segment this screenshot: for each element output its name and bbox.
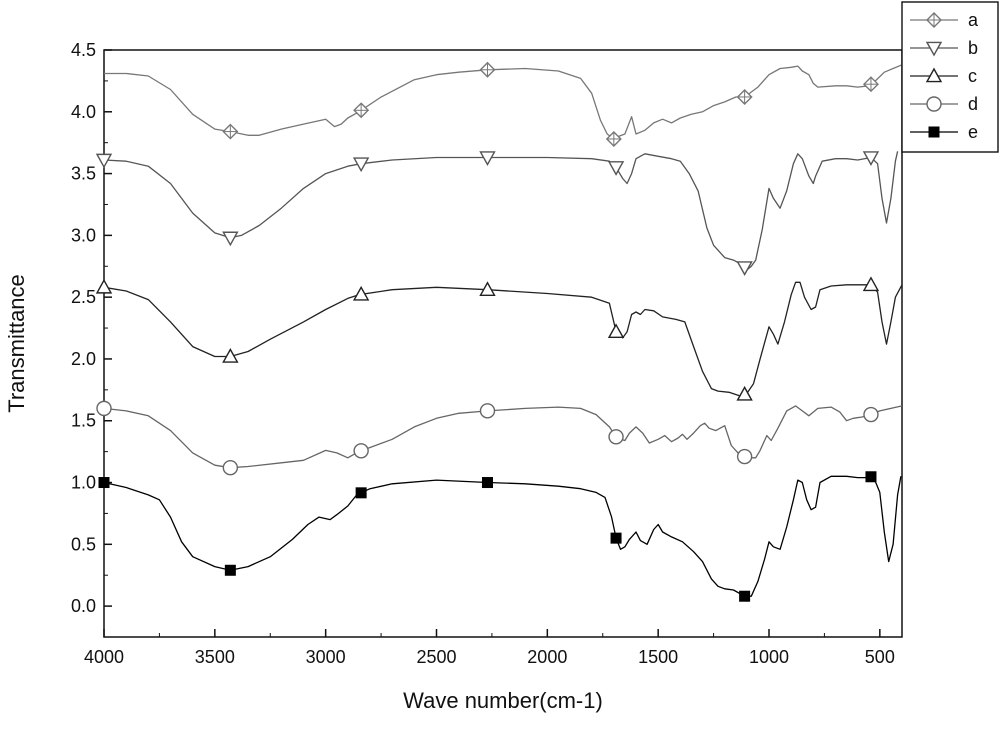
series-a	[104, 61, 903, 147]
marker-e	[224, 564, 236, 576]
series-line-c	[103, 281, 903, 397]
y-tick-label: 3.5	[71, 164, 96, 184]
x-tick-label: 1500	[638, 647, 678, 667]
y-tick-label: 1.0	[71, 473, 96, 493]
y-tick-label: 0.5	[71, 534, 96, 554]
marker-b	[352, 157, 370, 173]
marker-a	[862, 76, 879, 93]
y-tick-label: 0.0	[71, 596, 96, 616]
y-tick-label: 4.5	[71, 40, 96, 60]
marker-c	[222, 348, 239, 363]
marker-e	[481, 477, 493, 489]
marker-a	[222, 123, 239, 140]
marker-a	[736, 88, 753, 105]
marker-d	[479, 403, 496, 419]
series-line-a	[104, 64, 903, 140]
marker-e	[355, 487, 367, 499]
marker-a	[605, 130, 622, 147]
legend-label-a: a	[968, 10, 979, 30]
series-c	[95, 276, 903, 401]
series-line-e	[103, 475, 902, 597]
marker-d	[926, 96, 942, 112]
legend-label-b: b	[968, 38, 978, 58]
series-e	[98, 471, 902, 602]
x-tick-label: 4000	[84, 647, 124, 667]
marker-b	[479, 151, 496, 166]
y-tick-label: 2.0	[71, 349, 96, 369]
x-axis: 4000 3500 3000 2500 2000 1500 1000 500	[84, 629, 895, 667]
series-b	[95, 151, 899, 276]
y-tick-label: 3.0	[71, 225, 96, 245]
marker-e	[98, 477, 110, 489]
marker-e	[928, 126, 940, 138]
series-layer	[95, 61, 903, 602]
marker-e	[739, 590, 751, 602]
marker-d	[96, 400, 112, 417]
marker-b	[607, 161, 625, 176]
series-d	[96, 400, 903, 476]
marker-e	[610, 532, 622, 544]
marker-b	[95, 153, 113, 169]
marker-c	[95, 278, 113, 294]
marker-d	[863, 406, 879, 423]
marker-c	[479, 281, 496, 297]
marker-d	[353, 443, 369, 459]
marker-c	[607, 323, 625, 339]
x-tick-label: 500	[865, 647, 895, 667]
marker-a	[353, 102, 370, 119]
marker-b	[925, 41, 943, 57]
x-axis-title: Wave number(cm-1)	[403, 688, 603, 713]
marker-c	[925, 67, 943, 83]
legend-label-e: e	[968, 122, 978, 142]
legend-box	[901, 1, 999, 153]
marker-a	[479, 61, 496, 78]
series-line-d	[103, 405, 903, 469]
marker-c	[352, 285, 370, 301]
y-tick-label: 1.5	[71, 411, 96, 431]
marker-e	[865, 471, 877, 483]
marker-b	[862, 151, 880, 166]
marker-b	[736, 261, 753, 276]
marker-c	[862, 276, 880, 292]
x-tick-label: 3500	[195, 647, 235, 667]
marker-d	[222, 459, 239, 476]
legend-label-c: c	[968, 66, 977, 86]
marker-b	[222, 231, 239, 247]
y-tick-label: 4.0	[71, 102, 96, 122]
series-line-b	[103, 151, 899, 271]
x-tick-label: 1000	[749, 647, 789, 667]
marker-c	[736, 385, 753, 401]
x-tick-label: 2500	[416, 647, 456, 667]
marker-d	[608, 429, 624, 445]
legend-label-d: d	[968, 94, 978, 114]
y-tick-label: 2.5	[71, 287, 96, 307]
marker-a	[926, 12, 942, 28]
y-axis: 0.0 0.5 1.0 1.5 2.0 2.5 3.0 3.5 4.0 4.5	[71, 40, 112, 616]
x-tick-label: 2000	[527, 647, 567, 667]
plot-frame	[103, 49, 903, 638]
x-tick-label: 3000	[306, 647, 346, 667]
y-axis-title: Transmittance	[4, 274, 29, 413]
marker-d	[736, 448, 753, 465]
